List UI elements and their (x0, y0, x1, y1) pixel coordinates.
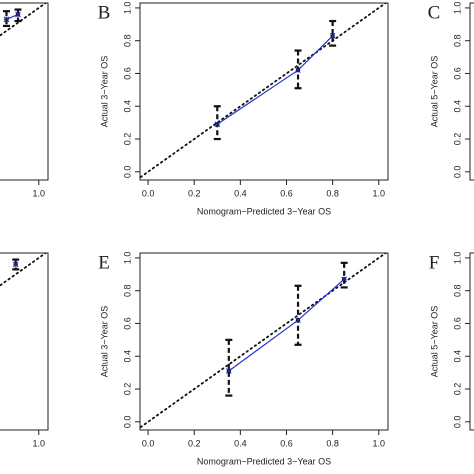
error-bar (294, 284, 302, 346)
x-tick-label: 1.0 (33, 188, 46, 198)
y-tick-label: 0.6 (122, 317, 132, 330)
y-tick-label: 0.6 (122, 67, 132, 80)
y-tick-label: 0.2 (452, 133, 462, 146)
x-tick-label: 0.8 (326, 438, 339, 448)
reference-line (140, 3, 388, 179)
y-tick-label: 0.4 (122, 350, 132, 363)
x-tick-label: 0.6 (280, 438, 293, 448)
y-axis-title: Actual 3−Year OS (99, 56, 109, 127)
panel: 0.0 0.2 0.4 0.6 0.8 1.0 Actual 5−Year OS C (428, 2, 474, 181)
y-tick-label: 0.0 (122, 416, 132, 429)
plot-frame (0, 252, 49, 431)
x-tick-label: 1.0 (33, 438, 46, 448)
reference-line (140, 253, 388, 429)
y-tick-label: 0.0 (452, 416, 462, 429)
calibration-line (228, 278, 345, 372)
panel-letter: E (98, 252, 110, 273)
plot-frame (139, 252, 389, 431)
y-tick-label: 0.8 (452, 34, 462, 47)
point-cross (329, 32, 336, 39)
error-bar (14, 8, 22, 23)
y-tick-label: 0.6 (452, 317, 462, 330)
y-tick-label: 1.0 (122, 2, 132, 15)
y-tick-label: 0.4 (122, 100, 132, 113)
plot-frame (469, 2, 474, 181)
x-axis-title: Nomogram−Predicted 3−Year OS (197, 206, 331, 216)
point-cross (341, 276, 348, 283)
point-cross (225, 368, 232, 374)
plot-frame (139, 2, 389, 181)
plot-area (0, 253, 48, 287)
panel: 0.81.0 (0, 2, 49, 198)
plot-frame (0, 2, 49, 181)
plot-area (140, 3, 388, 179)
panel-letter: C (428, 2, 441, 23)
y-tick-label: 1.0 (452, 252, 462, 265)
y-tick-label: 0.8 (452, 284, 462, 297)
error-bar (340, 261, 348, 289)
panel: 0.81.0 (0, 252, 49, 448)
x-tick-label: 1.0 (373, 188, 386, 198)
y-axis-title: Actual 3−Year OS (99, 306, 109, 377)
error-bar (2, 10, 10, 28)
panel-letter: B (98, 2, 111, 23)
y-tick-label: 0.6 (452, 67, 462, 80)
y-tick-label: 1.0 (122, 252, 132, 265)
x-tick-label: 0.8 (326, 188, 339, 198)
y-axis-title: Actual 5−Year OS (429, 56, 439, 127)
y-tick-label: 1.0 (452, 2, 462, 15)
point-cross (214, 121, 221, 128)
point-cross (12, 261, 19, 268)
y-tick-label: 0.4 (452, 350, 462, 363)
x-tick-label: 0.4 (234, 438, 247, 448)
reference-line (0, 3, 48, 37)
panel: 0.0 0.2 0.4 0.6 0.8 1.0 0.0 0.2 0.4 0.6 0.8 1.0 Nomo… (98, 2, 389, 216)
x-tick-label: 0.2 (188, 438, 201, 448)
plot-area (0, 3, 48, 37)
point-cross (15, 11, 21, 18)
panel-letter: F (429, 252, 440, 273)
panel: 0.0 0.2 0.4 0.6 0.8 1.0 Actual 5−Year OS F (429, 252, 474, 431)
y-tick-label: 0.0 (452, 166, 462, 179)
y-axis-title: Actual 5−Year OS (429, 306, 439, 377)
panel: 0.0 0.2 0.4 0.6 0.8 1.0 0.0 0.2 0.4 0.6 0.8 1.0 Nomo… (98, 252, 389, 466)
y-tick-label: 0.4 (452, 100, 462, 113)
reference-line (0, 253, 48, 287)
x-tick-label: 0.0 (142, 438, 155, 448)
y-tick-label: 0.0 (122, 166, 132, 179)
point-cross (295, 317, 301, 324)
x-tick-label: 1.0 (373, 438, 386, 448)
y-tick-label: 0.8 (122, 34, 132, 47)
x-tick-label: 0.0 (142, 188, 155, 198)
y-tick-label: 0.2 (452, 383, 462, 396)
x-tick-label: 0.2 (188, 188, 201, 198)
x-tick-label: 0.4 (234, 188, 247, 198)
x-tick-label: 0.6 (280, 188, 293, 198)
y-tick-label: 0.2 (122, 133, 132, 146)
x-axis-title: Nomogram−Predicted 3−Year OS (197, 456, 331, 466)
point-cross (295, 67, 301, 74)
error-bar (329, 19, 337, 47)
y-tick-label: 0.2 (122, 383, 132, 396)
plot-area (140, 253, 388, 429)
plot-frame (469, 252, 474, 431)
y-tick-label: 0.8 (122, 284, 132, 297)
point-cross (3, 16, 10, 23)
error-bar (225, 338, 233, 397)
